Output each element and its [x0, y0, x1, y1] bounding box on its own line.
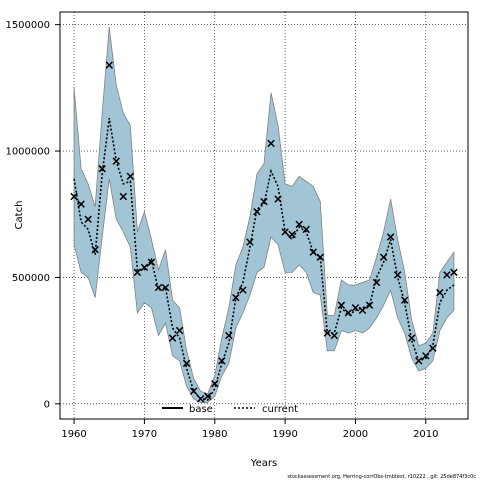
y-tick-label: 1500000: [5, 20, 50, 31]
observed-point: [288, 230, 296, 239]
observed-point: [246, 238, 254, 246]
y-tick-label: 500000: [12, 273, 50, 284]
observed-point: [407, 334, 416, 342]
observed-point: [323, 329, 332, 337]
observed-point: [175, 326, 184, 335]
observed-point: [337, 301, 346, 309]
observed-point: [436, 288, 444, 297]
observed-point: [119, 192, 128, 201]
observed-point: [161, 283, 170, 292]
observed-point: [140, 263, 149, 272]
observed-point: [372, 278, 381, 287]
observed-point: [239, 286, 247, 294]
observed-point: [98, 165, 106, 173]
observed-point: [147, 258, 156, 266]
legend-current-label: current: [262, 404, 298, 415]
observed-point: [365, 301, 374, 309]
observed-point: [330, 331, 339, 340]
observed-point: [443, 271, 451, 279]
observed-point: [168, 334, 177, 342]
observed-point: [112, 157, 121, 165]
observed-point: [400, 296, 409, 304]
observed-point: [84, 215, 92, 224]
observed-point: [302, 225, 310, 234]
observed-point: [267, 139, 275, 148]
x-tick-label: 1980: [202, 429, 227, 440]
observed-point: [379, 253, 388, 261]
y-axis-title: Catch: [14, 201, 25, 230]
observed-point: [415, 357, 423, 365]
x-tick-label: 2010: [413, 429, 438, 440]
observed-point: [154, 283, 163, 292]
observed-point: [309, 248, 317, 256]
observed-point: [133, 268, 142, 277]
observed-point: [232, 293, 240, 302]
y-tick-label: 1000000: [5, 147, 50, 158]
series-current-line: [73, 118, 455, 401]
observed-point: [344, 309, 353, 317]
observed-point: [91, 245, 99, 254]
observed-point: [189, 387, 198, 395]
observed-point: [70, 192, 78, 201]
observed-point: [225, 331, 233, 340]
observed-point: [274, 195, 282, 203]
observed-point: [126, 172, 135, 181]
observed-point: [393, 271, 402, 279]
observed-point: [196, 395, 205, 403]
observed-point: [422, 352, 430, 360]
observed-point: [105, 61, 113, 69]
observed-point: [260, 197, 268, 206]
legend: base current: [162, 404, 298, 415]
observed-point: [203, 392, 212, 400]
legend-base-label: base: [189, 404, 213, 415]
observed-point: [281, 228, 289, 236]
observed-point: [386, 233, 395, 241]
plot-frame: [59, 11, 469, 420]
observed-point: [295, 220, 303, 229]
x-tick-label: 1960: [61, 429, 86, 440]
x-tick-label: 1970: [132, 429, 157, 440]
y-tick-label: 0: [44, 399, 50, 410]
observed-point: [77, 200, 85, 208]
observed-point: [429, 344, 437, 352]
footer-note: stockassessment.org, Herring-corrObs-tmb…: [287, 474, 476, 480]
y-axis: 0 500000 1000000 1500000: [5, 20, 60, 410]
observed-point: [450, 268, 458, 277]
observed-point: [253, 207, 261, 216]
observed-point: [316, 253, 325, 261]
observed-point: [358, 306, 367, 315]
x-axis: 1960 1970 1980 1990 2000 2010: [61, 419, 439, 440]
x-axis-title: Years: [250, 458, 277, 469]
x-tick-label: 1990: [272, 429, 297, 440]
x-tick-label: 2000: [343, 429, 368, 440]
observed-point: [218, 357, 226, 365]
observed-point: [351, 304, 360, 312]
observed-point: [211, 379, 219, 388]
observed-points: [70, 61, 458, 403]
observed-point: [182, 359, 191, 368]
